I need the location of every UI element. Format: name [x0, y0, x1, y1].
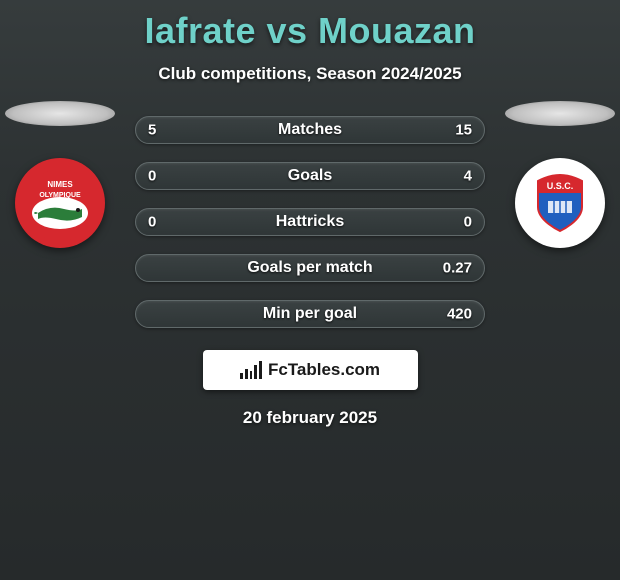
brand-box[interactable]: FcTables.com — [203, 350, 418, 390]
stat-row: Goals 0 4 — [135, 162, 485, 190]
stat-label: Goals — [288, 167, 332, 185]
bars-chart-icon — [240, 361, 262, 379]
stat-value-right: 420 — [447, 306, 472, 323]
stat-row: Matches 5 15 — [135, 116, 485, 144]
left-player-column: NIMES OLYMPIQUE — [5, 101, 115, 248]
svg-text:U.S.C.: U.S.C. — [547, 181, 574, 191]
stat-value-left: 5 — [148, 122, 156, 139]
comparison-card: Iafrate vs Mouazan Club competitions, Se… — [0, 0, 620, 580]
nimes-badge-icon: NIMES OLYMPIQUE — [20, 163, 100, 243]
stat-row: Hattricks 0 0 — [135, 208, 485, 236]
club-badge-right: U.S.C. — [515, 158, 605, 248]
right-player-column: U.S.C. — [505, 101, 615, 248]
stat-value-left: 0 — [148, 168, 156, 185]
stat-label: Min per goal — [263, 305, 357, 323]
player-halo-left — [5, 101, 115, 126]
stat-label: Goals per match — [247, 259, 372, 277]
usc-badge-icon: U.S.C. — [520, 163, 600, 243]
stat-value-right: 0 — [464, 214, 472, 231]
stat-value-right: 15 — [455, 122, 472, 139]
stat-value-right: 0.27 — [443, 260, 472, 277]
brand-text: FcTables.com — [268, 360, 380, 380]
svg-text:NIMES: NIMES — [47, 180, 73, 189]
stat-value-right: 4 — [464, 168, 472, 185]
stat-label: Hattricks — [276, 213, 344, 231]
stat-label: Matches — [278, 121, 342, 139]
player-halo-right — [505, 101, 615, 126]
content-row: NIMES OLYMPIQUE Matches 5 15 Goals 0 4 Hattric… — [0, 116, 620, 328]
date-label: 20 february 2025 — [243, 408, 377, 428]
stats-column: Matches 5 15 Goals 0 4 Hattricks 0 0 Goals per ma… — [135, 116, 485, 328]
page-title: Iafrate vs Mouazan — [144, 10, 475, 52]
stat-row: Goals per match 0.27 — [135, 254, 485, 282]
subtitle: Club competitions, Season 2024/2025 — [158, 64, 461, 84]
stat-row: Min per goal 420 — [135, 300, 485, 328]
club-badge-left: NIMES OLYMPIQUE — [15, 158, 105, 248]
stat-value-left: 0 — [148, 214, 156, 231]
